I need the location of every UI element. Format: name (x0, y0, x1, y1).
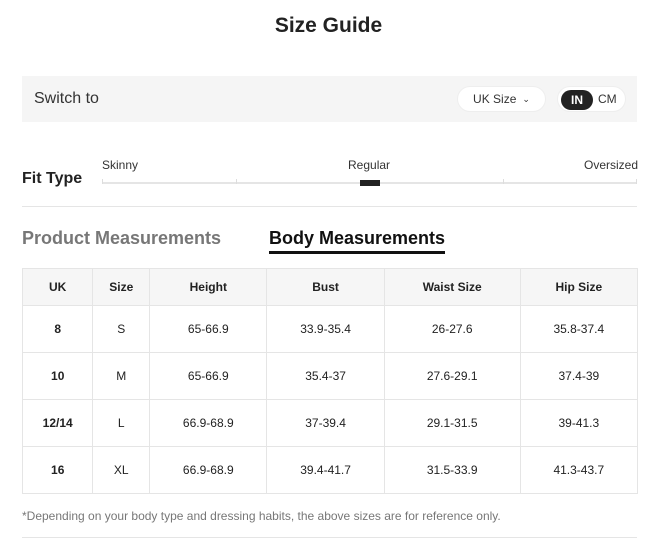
table-cell: 35.8-37.4 (519, 305, 639, 353)
fit-option-skinny: Skinny (102, 158, 139, 172)
chevron-down-icon: ⌄ (522, 93, 530, 104)
switch-label: Switch to (34, 90, 99, 107)
table-row: 12/14 L 66.9-68.9 37-39.4 29.1-31.5 39-41.3 (21, 399, 639, 447)
region-size-dropdown[interactable]: UK Size ⌄ (457, 86, 546, 112)
divider (22, 537, 637, 538)
switch-bar: Switch to UK Size ⌄ IN CM (22, 76, 637, 122)
table-row: 10 M 65-66.9 35.4-37 27.6-29.1 37.4-39 (21, 352, 639, 400)
table-cell: 66.9-68.9 (149, 446, 268, 494)
table-cell: 41.3-43.7 (519, 446, 639, 494)
unit-toggle[interactable]: IN CM (557, 86, 626, 112)
table-cell: 27.6-29.1 (383, 352, 521, 400)
fit-option-oversized: Oversized (584, 158, 639, 172)
region-size-label: UK Size (473, 92, 517, 106)
table-cell: 10 (21, 352, 94, 400)
table-cell: 37.4-39 (519, 352, 639, 400)
tab-product-measurements[interactable]: Product Measurements (22, 228, 222, 248)
col-header: Hip Size (519, 268, 639, 306)
table-cell: 26-27.6 (383, 305, 521, 353)
fit-option-regular: Regular (348, 158, 391, 172)
table-cell: 65-66.9 (149, 352, 268, 400)
table-row: 16 XL 66.9-68.9 39.4-41.7 31.5-33.9 41.3-43.7 (21, 446, 639, 494)
table-cell: S (92, 305, 151, 353)
table-cell: 8 (21, 305, 94, 353)
unit-in-button[interactable]: IN (561, 90, 593, 110)
page-title: Size Guide (274, 14, 383, 37)
col-header: Height (149, 268, 268, 306)
table-cell: 29.1-31.5 (383, 399, 521, 447)
table-cell: 39-41.3 (519, 399, 639, 447)
table-cell: 39.4-41.7 (266, 446, 385, 494)
fit-scale-tick (102, 179, 103, 184)
table-cell: 31.5-33.9 (383, 446, 521, 494)
size-table: UK Size Height Bust Waist Size Hip Size … (21, 268, 639, 494)
col-header: Waist Size (383, 268, 521, 306)
unit-cm-button[interactable]: CM (598, 92, 617, 106)
table-cell: 37-39.4 (266, 399, 385, 447)
fit-scale-tick (236, 179, 237, 184)
tab-body-measurements[interactable]: Body Measurements (269, 228, 446, 254)
col-header: UK (21, 268, 94, 306)
footnote: *Depending on your body type and dressin… (22, 509, 501, 523)
table-cell: 33.9-35.4 (266, 305, 385, 353)
table-header-row: UK Size Height Bust Waist Size Hip Size (21, 268, 639, 306)
fit-type-label: Fit Type (22, 170, 83, 187)
divider (22, 206, 637, 207)
fit-scale-tick (636, 179, 637, 184)
col-header: Size (92, 268, 151, 306)
table-cell: 66.9-68.9 (149, 399, 268, 447)
table-cell: L (92, 399, 151, 447)
table-row: 8 S 65-66.9 33.9-35.4 26-27.6 35.8-37.4 (21, 305, 639, 353)
fit-scale-tick (503, 179, 504, 184)
table-cell: 65-66.9 (149, 305, 268, 353)
table-cell: 35.4-37 (266, 352, 385, 400)
table-cell: 12/14 (21, 399, 94, 447)
fit-scale-marker (360, 180, 380, 186)
table-cell: XL (92, 446, 151, 494)
table-cell: M (92, 352, 151, 400)
col-header: Bust (266, 268, 385, 306)
table-cell: 16 (21, 446, 94, 494)
